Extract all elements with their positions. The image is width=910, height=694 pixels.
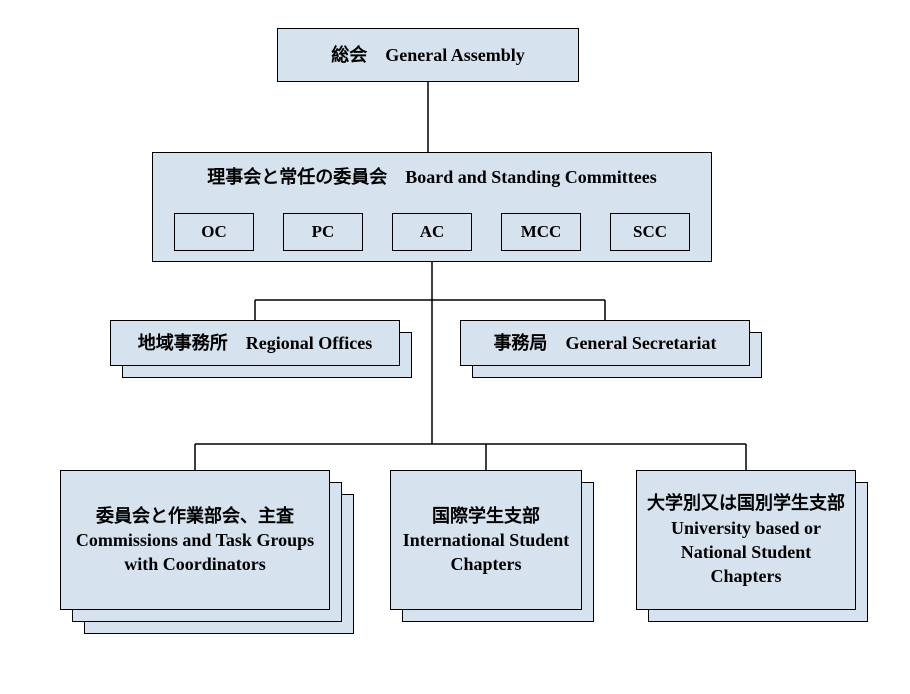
label-jp: 国際学生支部 <box>432 506 540 526</box>
board-subboxes: OC PC AC MCC SCC <box>174 213 690 251</box>
label-en: Board and Standing Committees <box>405 167 657 187</box>
board-subbox: OC <box>174 213 254 251</box>
diagram-canvas: 総会 General Assembly 理事会と常任の委員会 Board and… <box>0 0 910 694</box>
label-jp: 事務局 <box>493 333 547 353</box>
board-subbox: SCC <box>610 213 690 251</box>
label-jp: 大学別又は国別学生支部 <box>647 493 845 513</box>
label-jp: 総会 <box>331 45 367 65</box>
board-subbox: MCC <box>501 213 581 251</box>
label-jp: 委員会と作業部会、主査 <box>96 506 294 526</box>
label-en: General Secretariat <box>565 333 716 353</box>
label-en: General Assembly <box>385 45 525 65</box>
label-jp: 地域事務所 <box>138 333 228 353</box>
label-en: Commissions and Task Groups with Coordin… <box>76 530 314 574</box>
label-en: Regional Offices <box>246 333 372 353</box>
board-subbox: AC <box>392 213 472 251</box>
node-general-assembly: 総会 General Assembly <box>277 28 579 82</box>
label-jp: 理事会と常任の委員会 <box>207 167 387 187</box>
board-subbox: PC <box>283 213 363 251</box>
label-en: International Student Chapters <box>403 530 570 574</box>
label-en: University based or National Student Cha… <box>671 518 821 587</box>
